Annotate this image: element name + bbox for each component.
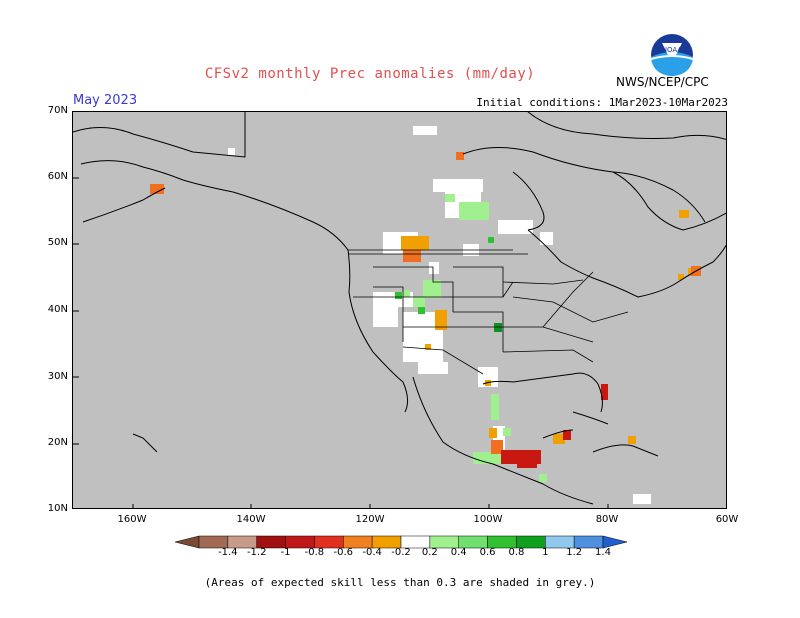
agency-label: NWS/NCEP/CPC — [616, 75, 709, 89]
colorbar-swatch — [174, 535, 200, 549]
noaa-logo-text: NOAA — [662, 46, 683, 54]
political-borders — [244, 112, 629, 375]
lon-label-80w: 80W — [595, 514, 619, 525]
lon-label-100w: 100W — [473, 514, 503, 525]
colorbar-label: 0.4 — [450, 547, 467, 558]
lon-label-160w: 160W — [117, 514, 147, 525]
near-zero-areas — [228, 126, 651, 504]
initial-conditions: Initial conditions: 1Mar2023-10Mar2023 — [476, 96, 728, 109]
colorbar-label: -0.2 — [391, 547, 411, 558]
colorbar-swatch — [602, 535, 628, 549]
colorbar-label: 0.2 — [421, 547, 438, 558]
colorbar-label: 1.2 — [566, 547, 583, 558]
colorbar — [174, 534, 628, 553]
lat-label-60n: 60N — [47, 171, 68, 182]
skill-footnote: (Areas of expected skill less than 0.3 a… — [204, 576, 596, 589]
colorbar-label: -0.6 — [333, 547, 354, 558]
colorbar-label: -0.8 — [304, 547, 325, 558]
negative-anomaly-redorange — [150, 152, 701, 454]
positive-anomaly-light — [403, 194, 547, 482]
lat-label-20n: 20N — [47, 437, 68, 448]
colorbar-svg — [174, 535, 628, 549]
lon-label-120w: 120W — [355, 514, 385, 525]
map-svg — [73, 112, 726, 508]
lon-label-140w: 140W — [236, 514, 266, 525]
colorbar-label: 1 — [542, 547, 549, 558]
forecast-month: May 2023 — [73, 93, 138, 108]
map-title: CFSv2 monthly Prec anomalies (mm/day) — [204, 66, 536, 82]
colorbar-label: -0.4 — [362, 547, 382, 558]
lon-label-60w: 60W — [715, 514, 739, 525]
colorbar-label: 0.6 — [479, 547, 496, 558]
positive-anomaly-mid — [395, 237, 494, 314]
colorbar-label: -1.2 — [246, 547, 267, 558]
lat-label-30n: 30N — [47, 371, 68, 382]
coastlines — [73, 112, 726, 505]
lat-label-10n: 10N — [47, 503, 68, 514]
negative-anomaly-red — [501, 384, 608, 468]
colorbar-label: -1.4 — [218, 547, 238, 558]
colorbar-label: 1.4 — [595, 547, 611, 558]
lat-label-40n: 40N — [47, 304, 68, 315]
positive-anomaly-dark — [494, 323, 502, 332]
noaa-logo: NOAA — [650, 33, 694, 77]
lat-label-70n: 70N — [47, 105, 68, 116]
colorbar-label: 0.8 — [508, 547, 525, 558]
lat-label-50n: 50N — [47, 237, 68, 248]
map-panel — [72, 111, 727, 509]
axis-ticks — [73, 177, 609, 508]
colorbar-label: -1 — [280, 547, 291, 558]
